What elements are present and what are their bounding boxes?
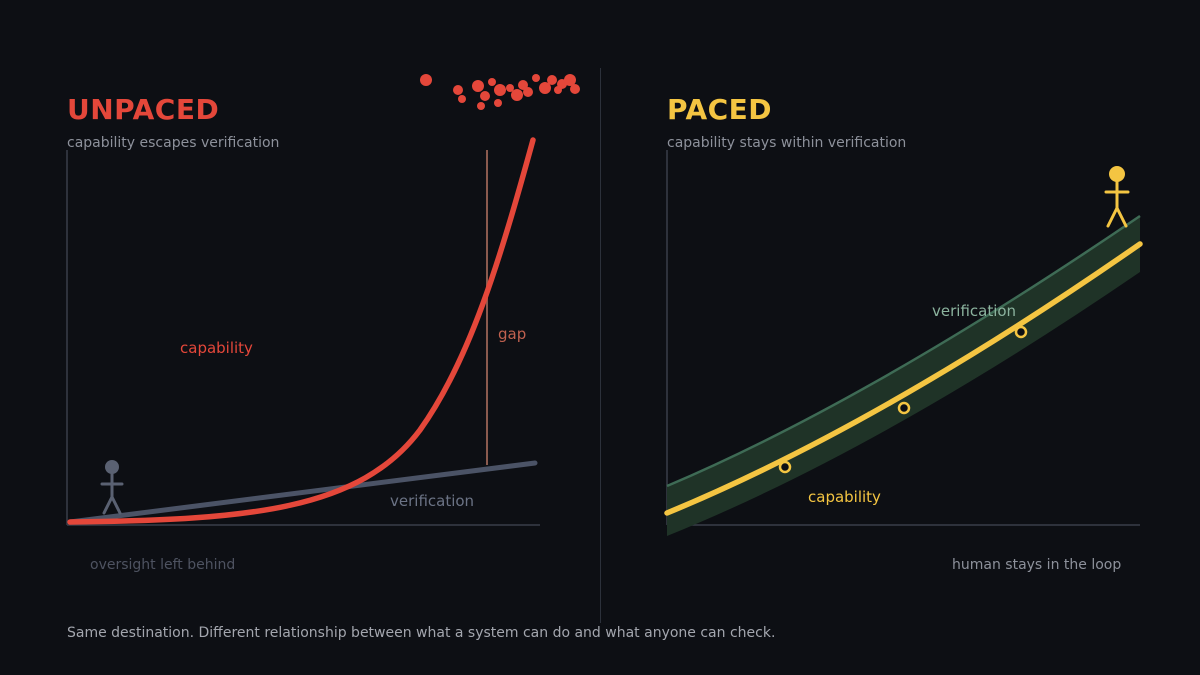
- unpaced-title: UNPACED: [67, 93, 220, 126]
- paced-title: PACED: [667, 93, 773, 126]
- unpaced-verification-label: verification: [390, 492, 474, 510]
- footer-note: Same destination. Different relationship…: [67, 625, 776, 641]
- unpaced-verification-line: [67, 460, 538, 525]
- unpaced-caption: oversight left behind: [90, 557, 236, 573]
- paced-capability-line: [664, 241, 1143, 516]
- unpaced-diagram: gap verification capability: [66, 74, 580, 526]
- gap-label: gap: [498, 325, 526, 343]
- paced-verification-label: verification: [932, 302, 1016, 320]
- paced-subtitle: capability stays within verification: [667, 135, 907, 151]
- unpaced-subtitle: capability escapes verification: [67, 135, 280, 151]
- stick-figure-icon: [1104, 166, 1130, 228]
- checkpoint-icon: [778, 325, 1028, 474]
- paced-capability-label: capability: [808, 488, 881, 506]
- paced-verification-edge: [666, 214, 1141, 488]
- unpaced-capability-curve: [67, 137, 536, 525]
- panel-divider: [600, 68, 601, 623]
- stick-figure-icon: [100, 460, 124, 515]
- unpaced-capability-label: capability: [180, 339, 253, 357]
- scattered-dots-icon: [420, 74, 580, 110]
- paced-caption: human stays in the loop: [952, 557, 1122, 573]
